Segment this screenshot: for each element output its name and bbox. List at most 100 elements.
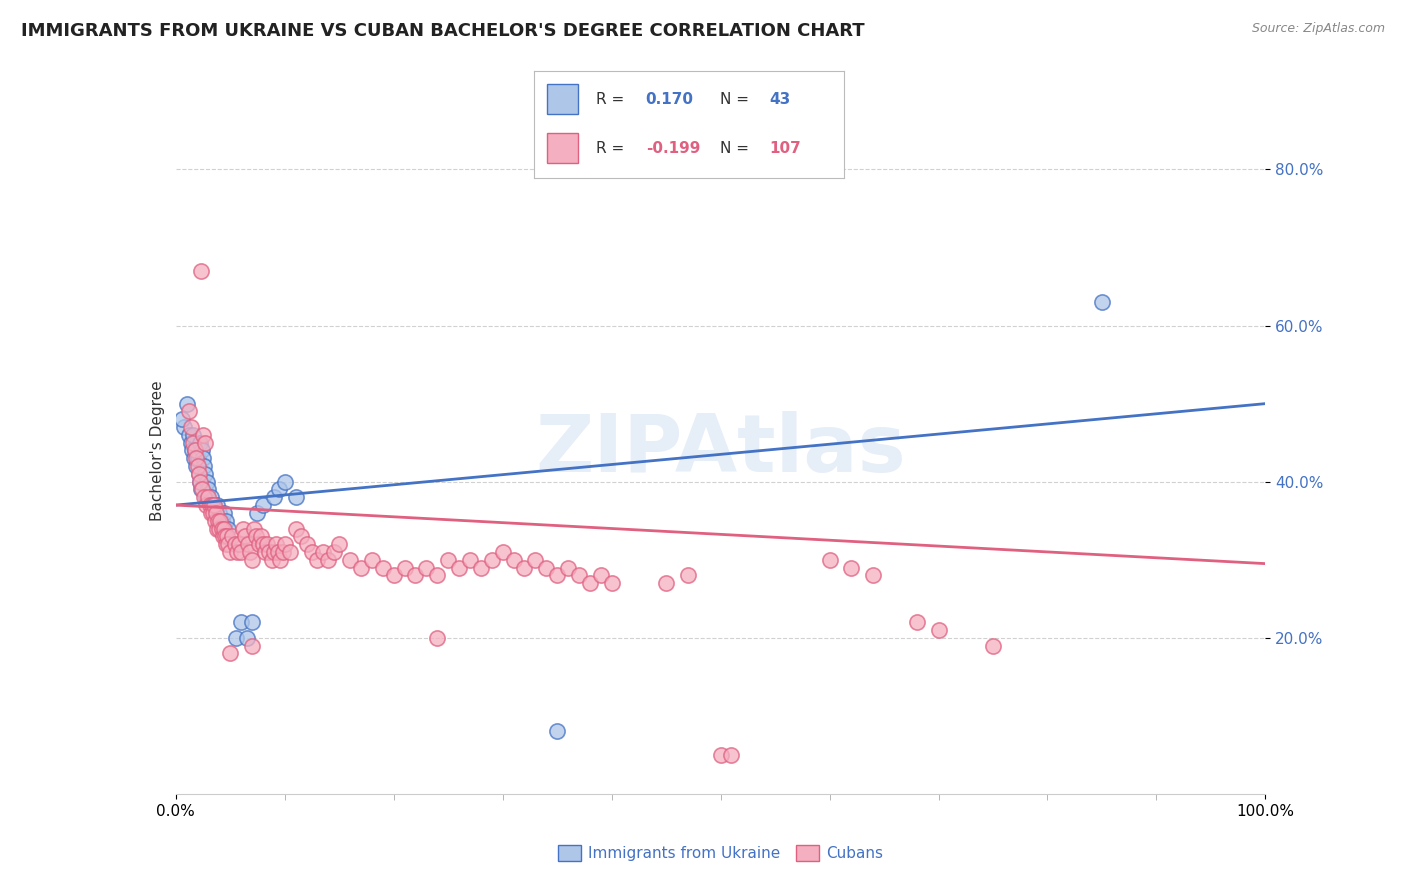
Point: [470, 560, 492, 574]
Point: [502, 552, 524, 567]
Point: [247, 537, 270, 551]
Text: R =: R =: [596, 141, 630, 156]
Text: N =: N =: [720, 141, 754, 156]
Point: [180, 435, 202, 450]
Point: [426, 568, 449, 582]
Point: [197, 490, 219, 504]
Point: [200, 506, 222, 520]
Text: -0.199: -0.199: [645, 141, 700, 156]
Point: [415, 560, 437, 574]
Point: [215, 514, 238, 528]
Point: [211, 529, 233, 543]
Point: [1091, 295, 1114, 310]
Point: [172, 412, 194, 426]
Point: [201, 498, 224, 512]
Point: [194, 435, 217, 450]
Point: [212, 506, 235, 520]
Point: [394, 560, 416, 574]
Point: [186, 458, 208, 473]
Point: [274, 475, 297, 489]
Point: [177, 404, 200, 418]
Point: [600, 576, 623, 591]
Point: [195, 475, 218, 489]
Point: [284, 521, 307, 535]
Point: [186, 451, 208, 466]
Point: [259, 545, 281, 559]
Point: [405, 568, 427, 582]
Point: [720, 747, 742, 762]
Point: [188, 475, 211, 489]
Point: [219, 646, 242, 660]
Point: [215, 537, 238, 551]
Point: [546, 724, 568, 739]
Point: [191, 483, 214, 497]
Point: [905, 615, 928, 630]
Point: [290, 529, 312, 543]
Point: [211, 521, 233, 535]
Point: [862, 568, 884, 582]
Point: [256, 537, 278, 551]
Point: [187, 467, 209, 481]
Text: 107: 107: [769, 141, 801, 156]
Point: [205, 521, 228, 535]
Y-axis label: Bachelor's Degree: Bachelor's Degree: [149, 380, 165, 521]
Point: [208, 521, 231, 535]
Point: [204, 514, 226, 528]
Point: [200, 490, 222, 504]
Point: [202, 498, 225, 512]
Point: [437, 552, 460, 567]
Point: [513, 560, 536, 574]
Point: [981, 639, 1004, 653]
Point: [841, 560, 863, 574]
Point: [243, 521, 266, 535]
Point: [205, 498, 228, 512]
Text: 43: 43: [769, 92, 790, 107]
Point: [557, 560, 579, 574]
Point: [339, 552, 361, 567]
Point: [186, 451, 209, 466]
Point: [269, 483, 291, 497]
Point: [228, 537, 250, 551]
Point: [193, 458, 215, 473]
Point: [177, 427, 200, 442]
Point: [928, 623, 950, 637]
Point: [217, 537, 239, 551]
Point: [267, 545, 290, 559]
Point: [278, 545, 301, 559]
Point: [231, 545, 253, 559]
Point: [181, 435, 204, 450]
FancyBboxPatch shape: [547, 134, 578, 163]
Point: [209, 514, 232, 528]
Text: ZIPAtlas: ZIPAtlas: [536, 411, 905, 490]
Point: [207, 514, 229, 528]
Point: [458, 552, 481, 567]
Point: [676, 568, 699, 582]
Point: [492, 545, 515, 559]
Point: [295, 537, 318, 551]
Point: [217, 521, 239, 535]
Point: [568, 568, 591, 582]
Point: [328, 537, 350, 551]
Point: [188, 475, 211, 489]
Point: [195, 490, 218, 504]
Point: [318, 552, 340, 567]
Point: [204, 506, 226, 520]
Point: [181, 427, 204, 442]
Point: [205, 506, 228, 520]
Point: [252, 498, 274, 512]
Point: [301, 545, 323, 559]
Point: [249, 529, 271, 543]
Point: [579, 576, 602, 591]
Point: [269, 552, 291, 567]
Point: [201, 506, 224, 520]
Point: [524, 552, 547, 567]
Point: [197, 483, 219, 497]
Point: [382, 568, 405, 582]
Text: Source: ZipAtlas.com: Source: ZipAtlas.com: [1251, 22, 1385, 36]
Point: [350, 560, 373, 574]
Point: [221, 529, 243, 543]
Point: [546, 568, 568, 582]
Point: [240, 552, 263, 567]
Point: [187, 467, 209, 481]
Point: [371, 560, 394, 574]
